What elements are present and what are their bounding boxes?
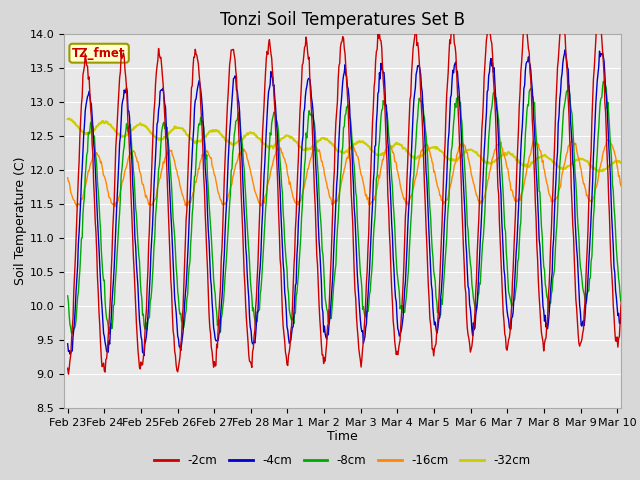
Text: TZ_fmet: TZ_fmet xyxy=(72,47,126,60)
Y-axis label: Soil Temperature (C): Soil Temperature (C) xyxy=(13,156,27,285)
Legend: -2cm, -4cm, -8cm, -16cm, -32cm: -2cm, -4cm, -8cm, -16cm, -32cm xyxy=(150,449,535,471)
X-axis label: Time: Time xyxy=(327,431,358,444)
Title: Tonzi Soil Temperatures Set B: Tonzi Soil Temperatures Set B xyxy=(220,11,465,29)
